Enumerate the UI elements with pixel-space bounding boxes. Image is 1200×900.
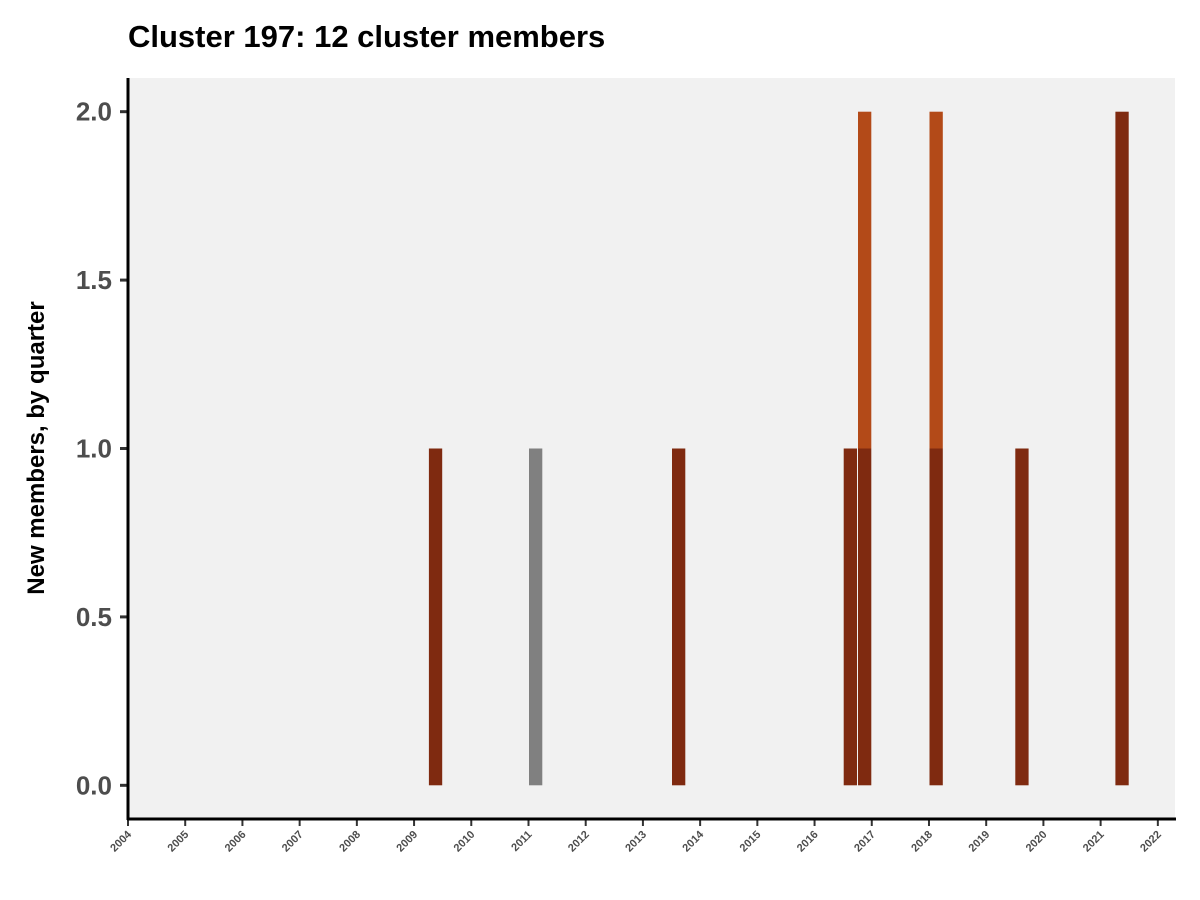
bar-0-segment-0 (428, 448, 443, 786)
x-tick-label-6: 2010 (452, 829, 478, 855)
y-tick-label-4: 2.0 (76, 97, 112, 127)
x-tick-label-9: 2013 (623, 829, 649, 855)
y-tick-label-2: 1.0 (76, 434, 112, 464)
x-tick-label-0: 2004 (108, 828, 134, 854)
x-ticks: 2004 2005 2006 2007 2008 2009 2010 2011 2012 2013… (108, 819, 1164, 854)
x-tick-label-1: 2005 (166, 829, 192, 855)
y-tick-label-3: 1.5 (76, 265, 112, 295)
y-tick-label-1: 0.5 (76, 602, 112, 632)
bar-4-segment-1 (858, 111, 872, 449)
x-tick-label-14: 2018 (909, 829, 935, 855)
bar-1-segment-0 (529, 448, 543, 786)
x-tick-label-16: 2020 (1024, 829, 1050, 855)
bar-3-segment-0 (843, 448, 857, 786)
bar-6-segment-0 (1015, 448, 1029, 786)
y-ticks: 0.0 0.5 1.0 1.5 2.0 (76, 97, 128, 800)
bar-4-segment-0 (858, 448, 872, 786)
x-tick-label-12: 2016 (795, 829, 821, 855)
x-tick-label-15: 2019 (967, 829, 993, 855)
x-tick-label-10: 2014 (680, 828, 706, 854)
x-tick-label-11: 2015 (738, 829, 764, 855)
x-tick-label-18: 2022 (1138, 829, 1164, 855)
bar-5-segment-0 (929, 448, 943, 786)
x-tick-label-8: 2012 (566, 829, 592, 855)
bar-2-segment-0 (672, 448, 686, 786)
x-tick-label-13: 2017 (852, 829, 878, 855)
x-tick-label-3: 2007 (280, 829, 306, 855)
y-tick-label-0: 0.0 (76, 770, 112, 800)
bar-5-segment-1 (929, 111, 943, 449)
x-tick-label-17: 2021 (1081, 829, 1107, 855)
plot-panel (128, 78, 1175, 819)
bars-layer (428, 111, 1129, 786)
x-tick-label-2: 2006 (223, 829, 249, 855)
x-tick-label-5: 2009 (394, 829, 420, 855)
chart-title: Cluster 197: 12 cluster members (128, 19, 605, 54)
x-tick-label-4: 2008 (337, 829, 363, 855)
y-axis-label: New members, by quarter (23, 301, 50, 594)
bar-7-segment-0 (1115, 111, 1129, 786)
x-tick-label-7: 2011 (509, 829, 534, 854)
